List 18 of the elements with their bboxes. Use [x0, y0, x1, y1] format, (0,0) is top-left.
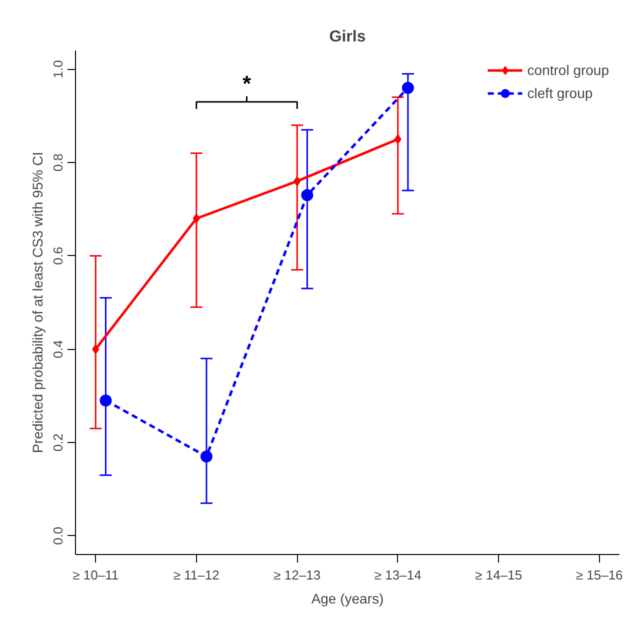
- legend-label: cleft group: [527, 85, 593, 101]
- annotation: *: [242, 71, 252, 96]
- y-tick-label: 0.0: [50, 526, 66, 545]
- chart-title: Girls: [329, 28, 366, 46]
- x-tick-label: ≥ 12–13: [274, 568, 321, 582]
- x-tick-label: ≥ 14–15: [475, 568, 522, 582]
- x-tick-label: ≥ 15–16: [576, 568, 623, 582]
- y-tick-label: 0.4: [50, 340, 66, 358]
- y-tick-label: 0.6: [50, 246, 66, 265]
- x-tick-label: ≥ 10–11: [72, 568, 119, 582]
- y-tick-label: 0.2: [50, 433, 66, 452]
- legend-label: control group: [527, 62, 609, 78]
- y-axis-title: Predicted probability of at least CS3 with 95% CI: [30, 152, 46, 454]
- y-tick-label: 0.8: [50, 153, 66, 172]
- x-tick-label: ≥ 11–12: [173, 568, 220, 582]
- y-tick-label: 1.0: [50, 60, 66, 78]
- x-axis-title: Age (years): [311, 590, 384, 606]
- x-tick-label: ≥ 13–14: [374, 568, 422, 582]
